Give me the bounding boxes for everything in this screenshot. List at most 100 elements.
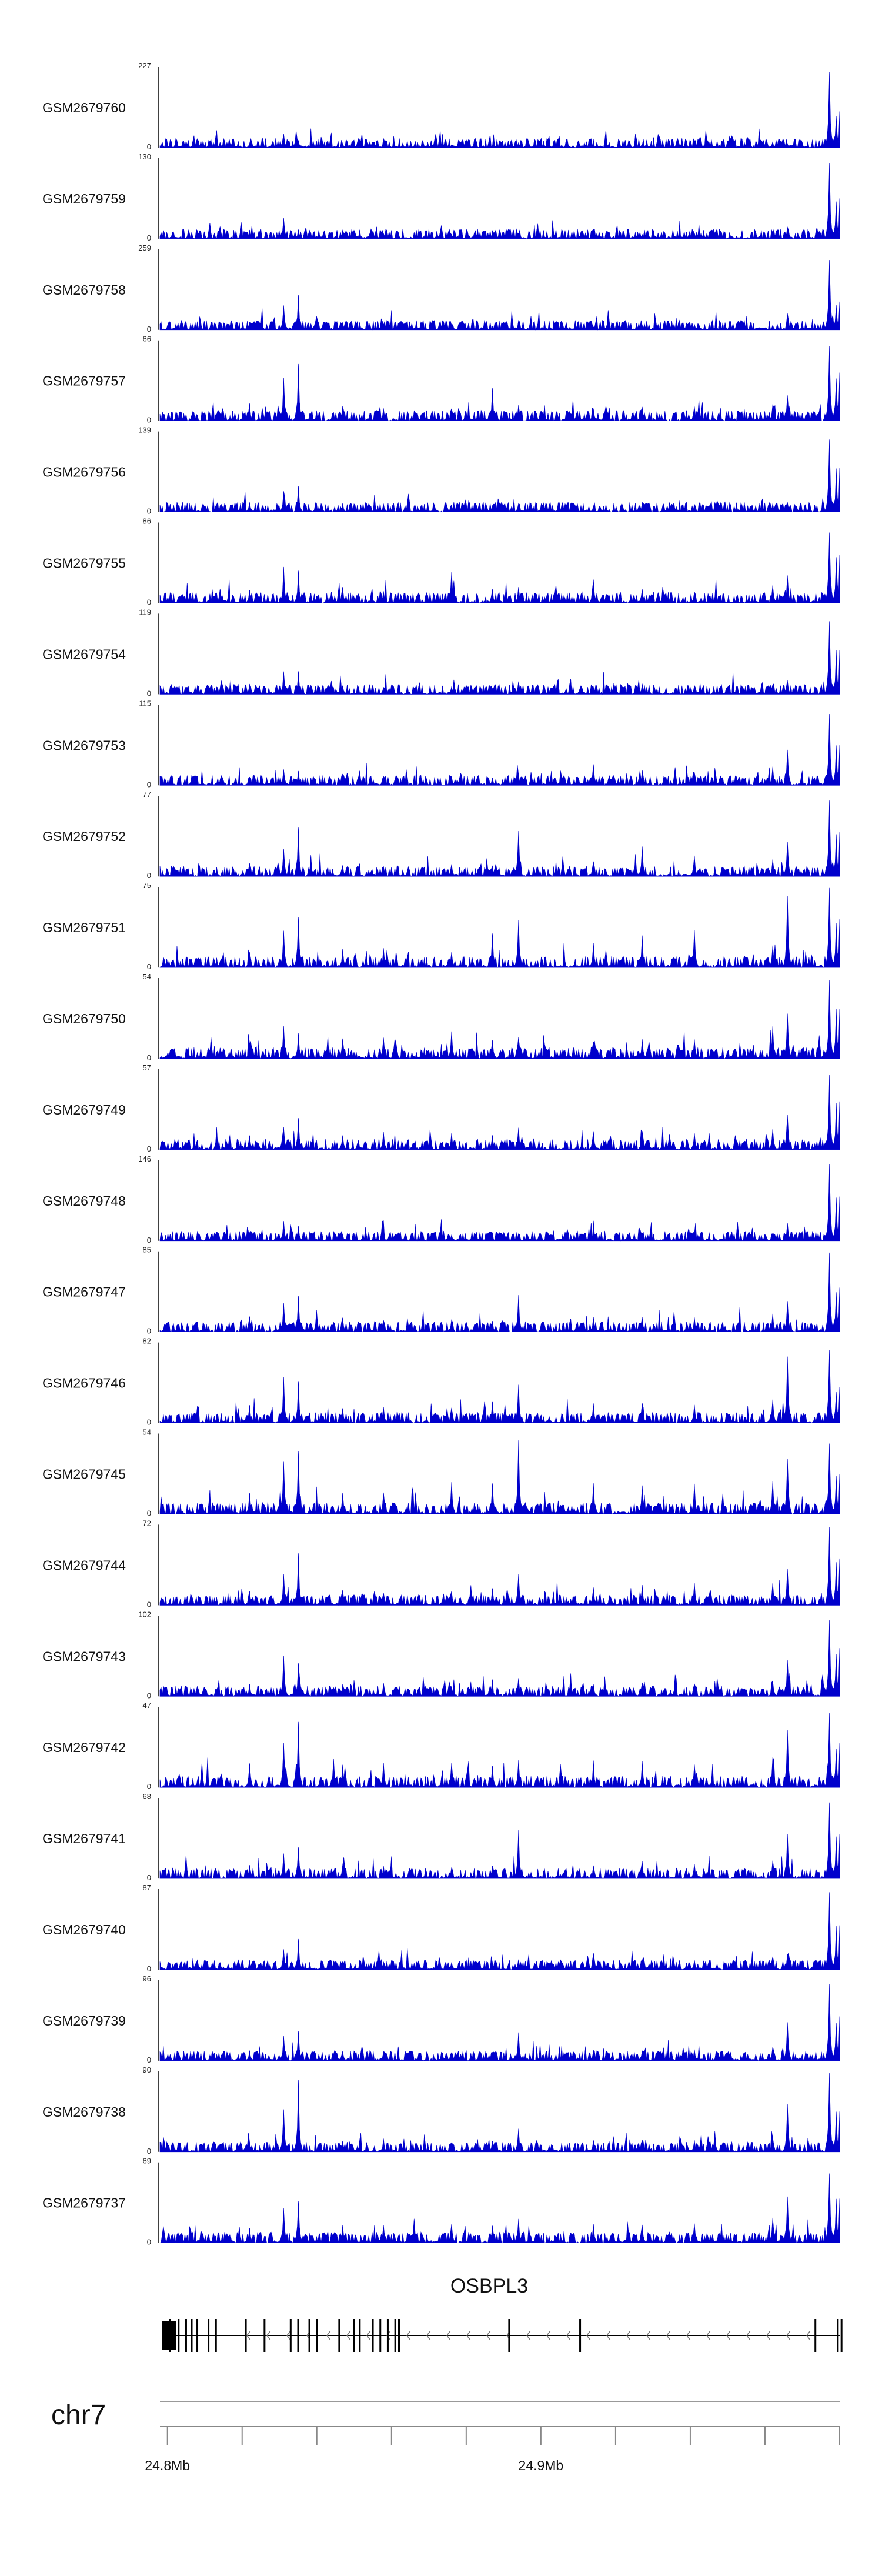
- track-ymax-label: 130: [138, 152, 151, 161]
- track-label: GSM2679743: [42, 1649, 126, 1664]
- track-label: GSM2679758: [42, 282, 126, 298]
- track-ymax-label: 259: [138, 243, 151, 252]
- gene-name-label: OSBPL3: [450, 2275, 528, 2297]
- track-ymin-label: 0: [147, 1418, 151, 1427]
- track-ymin-label: 0: [147, 1327, 151, 1336]
- track-ymax-label: 82: [143, 1337, 151, 1346]
- track-ymax-label: 119: [139, 608, 151, 616]
- gene-exon: [185, 2319, 187, 2352]
- track-GSM2679760: GSM2679760 227 0: [42, 61, 840, 151]
- track-GSM2679746: GSM2679746 82 0: [42, 1337, 840, 1427]
- signal-area: [159, 72, 840, 148]
- gene-exon: [178, 2319, 180, 2352]
- track-GSM2679750: GSM2679750 54 0: [42, 972, 840, 1062]
- track-label: GSM2679739: [42, 2013, 126, 2028]
- track-GSM2679758: GSM2679758 259 0: [42, 243, 840, 333]
- track-label: GSM2679753: [42, 738, 126, 753]
- gene-exon: [840, 2319, 843, 2352]
- signal-area: [159, 1527, 840, 1606]
- track-label: GSM2679742: [42, 1740, 126, 1755]
- track-label: GSM2679752: [42, 829, 126, 844]
- track-GSM2679759: GSM2679759 130 0: [42, 152, 840, 242]
- strand-arrow: [526, 2330, 531, 2341]
- signal-area: [159, 1984, 840, 2061]
- track-GSM2679743: GSM2679743 102 0: [42, 1610, 840, 1700]
- gene-exon: [245, 2319, 247, 2352]
- signal-area: [159, 346, 840, 422]
- gene-exon: [316, 2319, 318, 2352]
- strand-arrow: [746, 2330, 751, 2341]
- axis-tick-labels: 24.8Mb 24.9Mb: [145, 2458, 563, 2473]
- track-ymax-label: 102: [138, 1610, 151, 1619]
- track-ymin-label: 0: [147, 1691, 151, 1700]
- strand-arrow: [706, 2330, 711, 2341]
- strand-arrow: [246, 2330, 251, 2341]
- track-label: GSM2679756: [42, 465, 126, 480]
- track-label: GSM2679748: [42, 1193, 126, 1209]
- gene-exon: [308, 2319, 310, 2352]
- strand-arrow: [686, 2330, 691, 2341]
- track-ymin-label: 0: [147, 2056, 151, 2064]
- track-GSM2679740: GSM2679740 87 0: [42, 1883, 840, 1973]
- gene-exon: [837, 2319, 839, 2352]
- track-ymin-label: 0: [147, 871, 151, 880]
- signal-area: [159, 980, 840, 1059]
- track-ymax-label: 69: [143, 2157, 151, 2165]
- strand-arrow: [346, 2330, 351, 2341]
- strand-arrow: [326, 2330, 331, 2341]
- signal-area: [159, 1075, 840, 1150]
- gene-exon: [338, 2319, 340, 2352]
- track-ymin-label: 0: [147, 1053, 151, 1062]
- signal-area: [159, 1620, 840, 1697]
- track-label: GSM2679746: [42, 1376, 126, 1391]
- signal-area: [159, 1802, 840, 1879]
- track-label: GSM2679737: [42, 2195, 126, 2211]
- track-GSM2679751: GSM2679751 75 0: [42, 881, 840, 971]
- track-ymax-label: 139: [138, 426, 151, 435]
- strand-arrow: [286, 2330, 291, 2341]
- track-label: GSM2679744: [42, 1557, 126, 1573]
- strand-arrow: [806, 2330, 811, 2341]
- gene-track: OSBPL3: [162, 2275, 843, 2352]
- track-ymin-label: 0: [147, 1873, 151, 1882]
- strand-arrow: [426, 2330, 431, 2341]
- signal-area: [159, 259, 840, 331]
- track-ymin-label: 0: [147, 598, 151, 607]
- gene-exon: [208, 2319, 210, 2352]
- gene-exon: [169, 2319, 171, 2352]
- track-ymax-label: 54: [143, 972, 151, 981]
- signal-area: [159, 163, 840, 239]
- signal-area: [159, 1164, 840, 1242]
- track-ymax-label: 227: [138, 61, 151, 70]
- signal-area: [159, 1892, 840, 1970]
- strand-arrow: [766, 2330, 771, 2341]
- gene-exon: [353, 2319, 355, 2352]
- track-GSM2679742: GSM2679742 47 0: [42, 1701, 840, 1791]
- track-GSM2679749: GSM2679749 57 0: [42, 1063, 840, 1153]
- track-GSM2679754: GSM2679754 119 0: [42, 608, 840, 698]
- track-ymin-label: 0: [147, 2147, 151, 2155]
- axis-tick-label: 24.9Mb: [519, 2458, 564, 2473]
- track-label: GSM2679751: [42, 920, 126, 935]
- track-GSM2679737: GSM2679737 69 0: [42, 2157, 840, 2247]
- track-GSM2679748: GSM2679748 146 0: [42, 1154, 840, 1244]
- track-label: GSM2679749: [42, 1102, 126, 1117]
- signal-area: [159, 532, 840, 604]
- track-label: GSM2679741: [42, 1831, 126, 1846]
- track-ymax-label: 146: [138, 1154, 151, 1163]
- signal-area: [159, 887, 840, 968]
- strand-arrow: [466, 2330, 471, 2341]
- track-ymax-label: 90: [143, 2066, 151, 2074]
- track-label: GSM2679755: [42, 556, 126, 571]
- signal-area: [159, 1252, 840, 1333]
- gene-exon: [379, 2319, 382, 2352]
- track-ymin-label: 0: [147, 780, 151, 789]
- track-GSM2679747: GSM2679747 85 0: [42, 1246, 840, 1336]
- track-GSM2679744: GSM2679744 72 0: [42, 1519, 840, 1609]
- strand-arrow: [646, 2330, 651, 2341]
- track-label: GSM2679750: [42, 1011, 126, 1026]
- gene-exon: [508, 2319, 510, 2352]
- gene-exon: [394, 2319, 396, 2352]
- track-ymin-label: 0: [147, 1600, 151, 1609]
- strand-arrow: [446, 2330, 451, 2341]
